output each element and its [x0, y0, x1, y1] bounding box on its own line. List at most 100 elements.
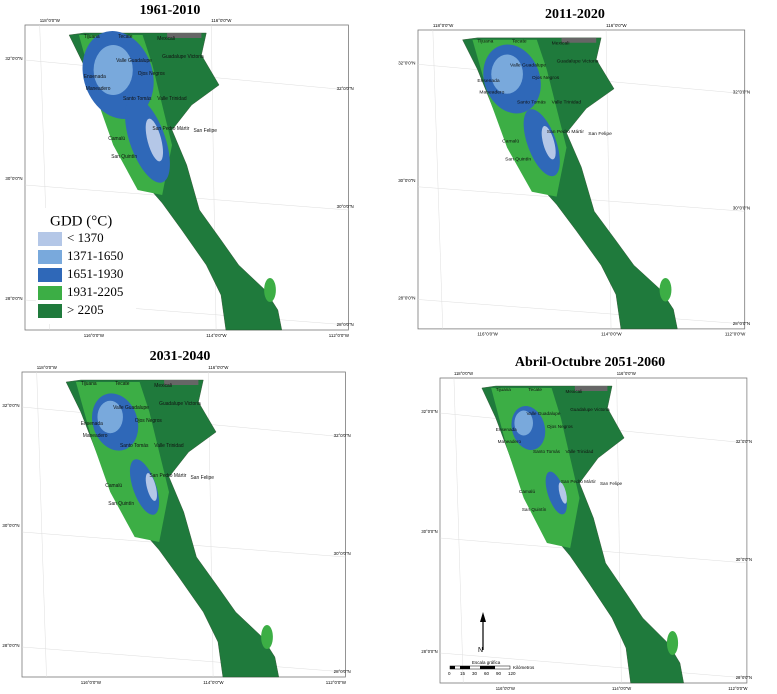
graticule-label: 30°0'0"N	[398, 178, 415, 183]
scale-segment	[480, 666, 495, 669]
graticule-label: 116°0'0"W	[606, 23, 627, 28]
graticule-label: 112°0'0"W	[326, 680, 347, 685]
legend-label: < 1370	[67, 230, 104, 245]
legend-swatch	[38, 250, 62, 264]
graticule-label: 32°0'0"N	[736, 439, 752, 444]
graticule-label: 32°0'0"N	[2, 403, 19, 408]
graticule-label: 30°0'0"N	[334, 551, 351, 556]
zone-mid-blue	[514, 410, 533, 436]
urban	[167, 33, 202, 38]
place-name: Santo Tomás	[120, 443, 149, 449]
scale-unit: Kilómetros	[513, 665, 535, 670]
legend-label: 1931-2205	[67, 284, 123, 299]
scale-segment	[460, 666, 470, 669]
place-name: Valle Trinidad	[157, 96, 187, 102]
graticule-label: 116°0'0"W	[477, 332, 498, 337]
place-name: Tijuana	[84, 34, 100, 40]
graticule-label: 114°0'0"W	[601, 332, 622, 337]
place-name: Valle Guadalupe	[526, 411, 560, 417]
graticule-label: 28°0'0"N	[733, 321, 750, 326]
place-name: Mexicali	[552, 41, 570, 47]
place-name: Santo Tomás	[123, 96, 152, 102]
graticule-label: 32°0'0"N	[398, 60, 415, 65]
place-name: San Felipe	[191, 475, 215, 481]
place-name: San Felipe	[194, 128, 218, 134]
graticule-label: 30°0'0"N	[736, 557, 752, 562]
graticule-label: 32°0'0"N	[5, 56, 22, 61]
place-name: Camalú	[105, 483, 122, 489]
scale-tick: 15	[460, 671, 466, 676]
graticule-label: 116°0'0"W	[617, 371, 637, 376]
place-name: Ojos Negros	[532, 75, 560, 81]
legend: GDD (°C)< 1370 1371-1650 1651-1930 1931-220…	[36, 208, 136, 324]
place-name: Valle Trinidad	[154, 443, 184, 449]
scale-tick: 0	[448, 671, 451, 676]
panel-title: 2031-2040	[150, 349, 211, 364]
place-name: San Quintín	[505, 156, 531, 162]
legend-swatch	[38, 268, 62, 282]
graticule	[36, 371, 47, 678]
place-name: Ojos Negros	[547, 424, 573, 430]
graticule-label: 28°0'0"N	[2, 643, 19, 648]
graticule-label: 114°0'0"W	[203, 680, 224, 685]
place-name: Tijuana	[81, 381, 97, 387]
graticule	[21, 646, 346, 673]
place-name: San Pedro Mártir	[149, 473, 186, 479]
graticule-label: 114°0'0"W	[206, 333, 227, 338]
place-name: Ojos Negros	[135, 418, 163, 424]
place-name: San Quintín	[111, 154, 137, 160]
place-name: Ensenada	[477, 78, 499, 84]
zone-light-blue	[558, 482, 567, 504]
scale-tick: 90	[496, 671, 502, 676]
graticule-label: 118°0'0"W	[433, 23, 454, 28]
zone-blue	[523, 109, 560, 177]
graticule-label: 112°0'0"W	[329, 333, 350, 338]
place-name: Maneadero	[498, 439, 522, 445]
place-name: Tecate	[528, 387, 542, 393]
place-name: San Felipe	[600, 481, 622, 487]
north-label: N	[478, 647, 483, 654]
legend-label: 1371-1650	[67, 248, 123, 263]
place-name: Valle Trinidad	[552, 100, 582, 106]
place-name: Camalú	[108, 136, 125, 142]
place-name: Mexicali	[566, 389, 583, 395]
place-name: Guadalupe Victoria	[162, 54, 204, 60]
place-name: Ensenada	[84, 74, 106, 80]
zone-blue	[129, 459, 160, 515]
urban	[164, 380, 199, 385]
graticule-label: 28°0'0"N	[5, 296, 22, 301]
place-name: Ensenada	[496, 427, 517, 433]
graticule	[417, 299, 745, 325]
place-name: Camalú	[502, 139, 519, 145]
place-name: San Quintín	[108, 501, 134, 507]
graticule-label: 112°0'0"W	[725, 332, 746, 337]
scale-segment	[450, 666, 455, 669]
place-name: San Pedro Mártir	[561, 479, 596, 485]
place-name: Valle Guadalupe	[113, 405, 149, 411]
graticule	[439, 652, 747, 679]
graticule-label: 116°0'0"W	[208, 365, 229, 370]
graticule-label: 32°0'0"N	[733, 90, 750, 95]
graticule-label: 32°0'0"N	[334, 433, 351, 438]
place-name: Tijuana	[477, 39, 493, 45]
zone-mid-blue	[97, 400, 123, 434]
graticule-label: 116°0'0"W	[496, 686, 516, 691]
legend-label: > 2205	[67, 302, 104, 317]
map-panel: Tijuana Tecate Mexicali Guadalupe Victoria V…	[2, 365, 350, 685]
place-name: Santo Tomás	[517, 100, 546, 106]
panel-title: 1961-2010	[140, 3, 201, 18]
zone-light-blue	[145, 473, 157, 501]
map-panel: Tijuana Tecate Mexicali Guadalupe Victoria V…	[421, 371, 752, 691]
place-name: Ojos Negros	[138, 71, 166, 77]
zone-medium	[666, 631, 679, 655]
zone-medium	[261, 625, 273, 649]
place-name: Tijuana	[496, 387, 511, 393]
graticule	[453, 377, 464, 684]
graticule-label: 114°0'0"W	[612, 686, 632, 691]
zone-light-blue	[541, 125, 556, 160]
zone-medium	[264, 278, 276, 302]
place-name: Tecate	[512, 39, 527, 45]
graticule-label: 28°0'0"N	[334, 669, 351, 674]
zone-light-blue	[145, 118, 164, 162]
